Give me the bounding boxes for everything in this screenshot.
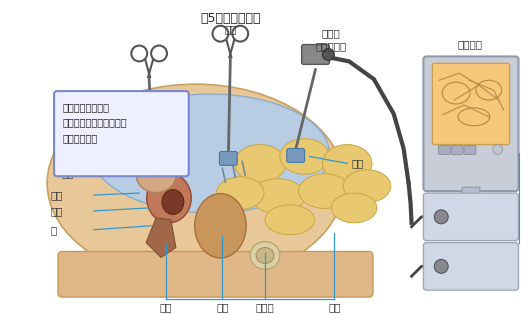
Ellipse shape <box>251 179 305 214</box>
FancyBboxPatch shape <box>423 193 518 241</box>
Text: 図5　腹腔鏡手術: 図5 腹腔鏡手術 <box>200 12 261 25</box>
Circle shape <box>323 49 334 60</box>
FancyBboxPatch shape <box>423 57 518 191</box>
Ellipse shape <box>195 194 246 258</box>
Ellipse shape <box>92 94 330 213</box>
Ellipse shape <box>234 144 286 182</box>
Ellipse shape <box>136 158 176 192</box>
Ellipse shape <box>47 84 344 282</box>
Ellipse shape <box>256 247 274 263</box>
Text: 脊椎骨: 脊椎骨 <box>256 302 275 312</box>
FancyBboxPatch shape <box>302 45 330 64</box>
Ellipse shape <box>147 173 191 223</box>
Ellipse shape <box>331 193 377 223</box>
Circle shape <box>434 210 448 224</box>
Ellipse shape <box>216 177 264 209</box>
Ellipse shape <box>280 139 330 174</box>
FancyBboxPatch shape <box>220 151 238 165</box>
Ellipse shape <box>162 190 184 214</box>
FancyBboxPatch shape <box>439 146 450 154</box>
FancyBboxPatch shape <box>451 146 463 154</box>
FancyBboxPatch shape <box>462 187 480 197</box>
Ellipse shape <box>265 205 315 235</box>
Text: 腸管: 腸管 <box>328 302 341 312</box>
Text: 直腸: 直腸 <box>216 302 229 312</box>
FancyBboxPatch shape <box>58 252 373 297</box>
FancyBboxPatch shape <box>287 149 305 162</box>
Ellipse shape <box>343 170 391 203</box>
Ellipse shape <box>299 174 350 208</box>
FancyBboxPatch shape <box>423 243 518 290</box>
Text: 腹腔鏡
（カメラ）: 腹腔鏡 （カメラ） <box>316 28 347 51</box>
FancyBboxPatch shape <box>464 146 476 154</box>
Ellipse shape <box>136 156 166 176</box>
Text: 子宮: 子宮 <box>50 206 62 216</box>
Text: 恥骨: 恥骨 <box>62 168 75 178</box>
Text: 炭酸ガスを入れて
腹腔内をふくらませます
（気腹操作）: 炭酸ガスを入れて 腹腔内をふくらませます （気腹操作） <box>63 102 127 143</box>
Polygon shape <box>146 218 176 257</box>
Text: 鉗子: 鉗子 <box>224 25 236 35</box>
Ellipse shape <box>323 144 372 182</box>
Text: 膀胱: 膀胱 <box>50 190 62 200</box>
FancyBboxPatch shape <box>142 154 160 167</box>
Circle shape <box>434 259 448 273</box>
FancyBboxPatch shape <box>432 63 509 144</box>
FancyBboxPatch shape <box>54 91 189 176</box>
Circle shape <box>492 144 503 154</box>
Text: 膣: 膣 <box>50 225 57 235</box>
Text: 肛門: 肛門 <box>160 302 172 312</box>
Ellipse shape <box>250 241 280 269</box>
Text: へそ: へそ <box>351 158 363 168</box>
Text: モニター: モニター <box>458 40 482 50</box>
